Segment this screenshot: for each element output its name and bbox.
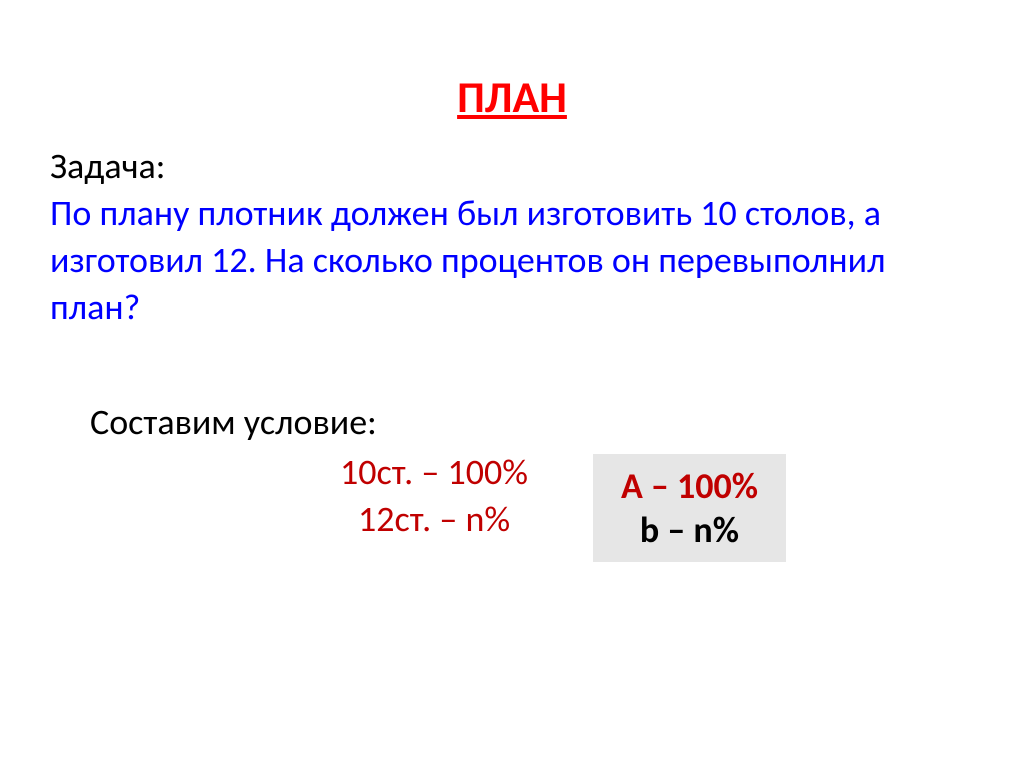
formula-line-1: А – 100% (621, 464, 758, 508)
condition-values: 10ст. – 100% 12ст. – n% (340, 449, 528, 543)
task-text: По плану плотник должен был изготовить 1… (50, 190, 974, 330)
formula-box: А – 100% b – n% (593, 454, 786, 562)
condition-label: Составим условие: (90, 400, 974, 444)
title-text: ПЛАН (457, 70, 567, 124)
condition-area: 10ст. – 100% 12ст. – n% А – 100% b – n% (50, 449, 974, 562)
slide-title: ПЛАН (50, 70, 974, 124)
task-label: Задача: (50, 144, 974, 188)
condition-line-2: 12ст. – n% (358, 496, 528, 543)
formula-line-2: b – n% (621, 508, 758, 552)
condition-line-1: 10ст. – 100% (340, 449, 528, 496)
